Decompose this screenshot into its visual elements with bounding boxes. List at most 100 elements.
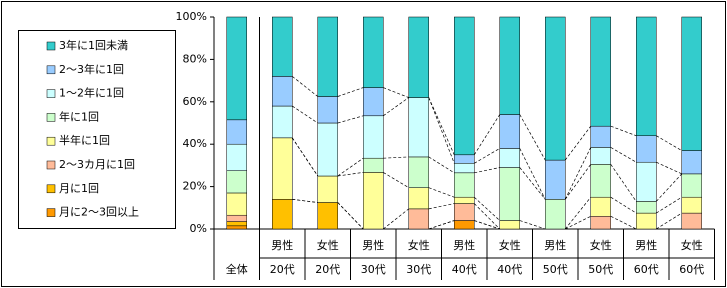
- legend-swatch: [46, 136, 56, 146]
- legend-swatch: [46, 208, 56, 217]
- bar-segment: [545, 199, 566, 230]
- bar-segment: [636, 161, 657, 202]
- connector-line: [337, 202, 364, 230]
- connector-line: [428, 187, 455, 198]
- bar-segment: [408, 16, 429, 98]
- connector-line: [655, 173, 683, 202]
- connector-line: [610, 196, 637, 214]
- x-tick-label: 女性: [499, 238, 521, 252]
- x-tick-label: 男性: [453, 238, 475, 252]
- bar-segment: [499, 114, 520, 149]
- x-tick-label: 男性: [271, 238, 293, 252]
- connector-line: [428, 97, 455, 164]
- bar-segment: [590, 16, 611, 127]
- bar-segment: [636, 212, 657, 230]
- bar-segment: [363, 87, 384, 117]
- connector-line: [383, 97, 409, 117]
- bar-segment: [317, 175, 338, 203]
- connector-line: [337, 115, 364, 124]
- bar-segment: [363, 16, 384, 88]
- x-tick-label: 30代: [361, 263, 386, 276]
- bar-segment: [681, 196, 702, 214]
- bar-segment: [636, 16, 657, 136]
- connector-line: [564, 196, 592, 230]
- bar-segment: [454, 172, 475, 198]
- legend-swatch: [46, 160, 56, 170]
- connector-line: [519, 114, 546, 161]
- bar-segment: [636, 201, 657, 214]
- bar-segment: [545, 16, 566, 161]
- bar-segment: [226, 143, 247, 171]
- connector-line: [473, 114, 501, 155]
- bar-segment: [226, 192, 247, 216]
- connector-line: [519, 220, 546, 230]
- bar-segment: [681, 16, 702, 151]
- x-tick-label: 女性: [590, 238, 612, 252]
- legend-label: 月に2～3回以上: [59, 206, 139, 219]
- x-tick-label: 50代: [588, 263, 613, 276]
- bar-segment: [408, 208, 429, 230]
- bar-segment: [590, 125, 611, 148]
- y-tick-label: 40%: [183, 137, 207, 150]
- x-tick-label: 30代: [406, 263, 431, 276]
- y-tick-label: 60%: [183, 95, 207, 108]
- legend-label: 年に1回: [59, 109, 99, 123]
- x-tick-label: 20代: [270, 263, 295, 276]
- connector-line: [337, 172, 364, 177]
- x-tick-label: 50代: [543, 263, 568, 276]
- bar-segment: [454, 220, 475, 230]
- bar-segment: [226, 214, 247, 222]
- bar-segment: [272, 76, 293, 107]
- bar-segment: [454, 203, 475, 221]
- bar-segment: [499, 220, 520, 230]
- legend-swatch: [46, 89, 56, 98]
- connector-line: [656, 196, 682, 214]
- legend-swatch: [46, 65, 56, 75]
- bar-segment: [681, 173, 702, 198]
- x-tick-label: 40代: [497, 263, 522, 276]
- connector-line: [292, 105, 318, 124]
- bar-segment: [317, 122, 338, 177]
- connector-line: [610, 125, 637, 137]
- connector-line: [291, 137, 319, 177]
- connector-line: [564, 125, 592, 161]
- connector-line: [519, 167, 546, 200]
- bar-segment: [408, 97, 429, 158]
- connector-line: [337, 157, 364, 177]
- bar-segment: [454, 16, 475, 156]
- legend-label: 半年に1回: [59, 133, 110, 147]
- y-tick-label: 0%: [190, 222, 207, 235]
- bar-segment: [226, 16, 247, 121]
- connector-line: [564, 164, 592, 200]
- bar-segment: [363, 115, 384, 159]
- bar-segment: [590, 147, 611, 165]
- connector-line: [656, 212, 682, 230]
- x-tick-label: 60代: [634, 263, 659, 276]
- bar-segment: [499, 167, 520, 221]
- bar-segment: [226, 221, 247, 227]
- y-tick-label: 80%: [183, 52, 207, 65]
- x-tick-label: 女性: [408, 238, 430, 252]
- bar-segment: [590, 216, 611, 230]
- y-tick-label: 20%: [183, 180, 207, 193]
- x-tick-label: 男性: [544, 238, 566, 252]
- bar-segment: [590, 164, 611, 198]
- legend-box: [18, 30, 176, 229]
- bar-segment: [499, 148, 520, 168]
- bar-segment: [408, 156, 429, 188]
- legend-swatch: [46, 41, 56, 51]
- legend-swatch: [46, 113, 56, 122]
- x-tick-label: 40代: [452, 263, 477, 276]
- connector-line: [292, 198, 318, 203]
- connector-line: [337, 87, 364, 97]
- bar-segment: [454, 154, 475, 164]
- bar-segment: [226, 119, 247, 145]
- bar-segment: [545, 159, 566, 200]
- connector-line: [428, 203, 455, 210]
- x-tick-label: 全体: [226, 262, 248, 276]
- bar-segment: [317, 96, 338, 124]
- legend-label: 2～3年に1回: [59, 62, 124, 76]
- x-tick-label: 男性: [635, 238, 657, 252]
